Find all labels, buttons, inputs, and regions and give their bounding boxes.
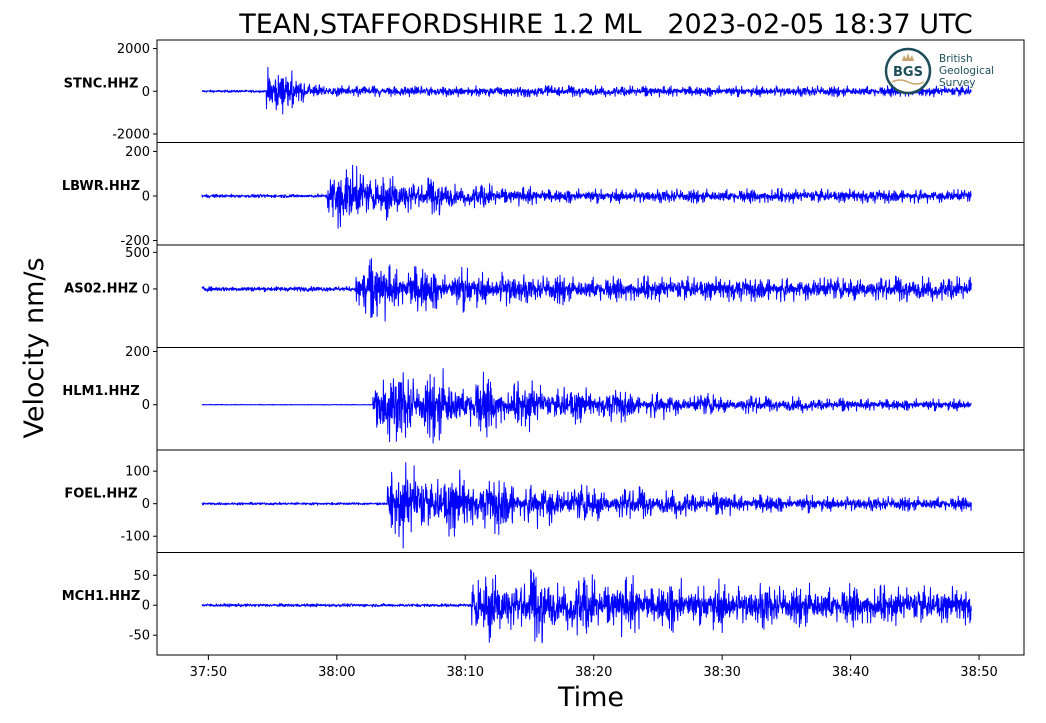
waveform-trace — [201, 66, 972, 115]
x-tick-label: 38:40 — [832, 665, 869, 680]
panel-frame — [156, 244, 1025, 348]
y-tick-label: 2000 — [117, 42, 150, 57]
trace-panels: STNC.HHZ20000-2000LBWR.HHZ2000-200AS02.H… — [62, 39, 1025, 656]
y-tick-label: -50 — [129, 629, 150, 644]
bgs-logo-letters: BGS — [893, 65, 923, 80]
y-tick-label: 0 — [142, 599, 150, 614]
station-label: STNC.HHZ — [64, 76, 139, 91]
station-label: HLM1.HHZ — [62, 384, 139, 399]
station-label: MCH1.HHZ — [62, 589, 141, 604]
x-tick-label: 38:00 — [318, 665, 355, 680]
x-tick-label: 38:20 — [575, 665, 612, 680]
waveform-trace — [201, 368, 972, 444]
y-tick-label: 200 — [125, 345, 150, 360]
station-label: FOEL.HHZ — [64, 486, 137, 501]
y-tick-label: -100 — [120, 530, 150, 545]
trace-panel: FOEL.HHZ 100 0 -100 — [64, 449, 1025, 553]
trace-panel: AS02.HHZ 500 0 — [64, 244, 1025, 348]
bgs-logo-line-1: British — [939, 53, 973, 65]
y-tick-label: 0 — [142, 85, 150, 100]
trace-panel: STNC.HHZ 2000 0 -2000 — [64, 39, 1025, 143]
bgs-logo-line-2: Geological — [939, 65, 994, 77]
station-label: AS02.HHZ — [64, 281, 138, 296]
panel-frame — [156, 552, 1025, 656]
waveform-trace — [201, 164, 972, 229]
bgs-logo-wave-icon — [891, 79, 925, 85]
station-label: LBWR.HHZ — [62, 179, 140, 194]
x-tick-label: 38:10 — [447, 665, 484, 680]
y-tick-label: 200 — [125, 145, 150, 160]
y-tick-label: 0 — [142, 189, 150, 204]
bgs-logo-crown-icon — [902, 53, 914, 61]
x-axis-label: Time — [557, 682, 624, 713]
bgs-logo: BGS British Geological Survey — [884, 47, 994, 95]
y-axis-label: Velocity nm/s — [19, 257, 50, 438]
waveform-trace — [201, 462, 972, 549]
chart-title: TEAN,STAFFORDSHIRE 1.2 ML 2023-02-05 18:… — [238, 9, 973, 40]
y-tick-label: -2000 — [112, 127, 150, 142]
y-tick-label: 500 — [125, 246, 150, 261]
trace-panel: HLM1.HHZ 200 0 — [62, 345, 1025, 451]
trace-panel: MCH1.HHZ 50 0 -50 — [62, 552, 1025, 656]
y-tick-label: 50 — [133, 569, 150, 584]
bgs-logo-ring — [884, 47, 932, 95]
x-tick-label: 38:50 — [960, 665, 997, 680]
bgs-logo-line-3: Survey — [939, 77, 976, 89]
x-tick-label: 38:30 — [703, 665, 740, 680]
y-tick-label: -200 — [120, 234, 150, 249]
waveform-trace — [201, 569, 972, 644]
y-tick-label: 0 — [142, 282, 150, 297]
x-tick-label: 37:50 — [190, 665, 227, 680]
x-axis: 37:50 38:00 38:10 38:20 38:30 38:40 38:50 — [190, 655, 998, 680]
y-tick-label: 100 — [125, 465, 150, 480]
trace-panel: LBWR.HHZ 200 0 -200 — [62, 142, 1025, 249]
y-tick-label: 0 — [142, 398, 150, 413]
waveform-trace — [201, 258, 972, 322]
y-tick-label: 0 — [142, 497, 150, 512]
